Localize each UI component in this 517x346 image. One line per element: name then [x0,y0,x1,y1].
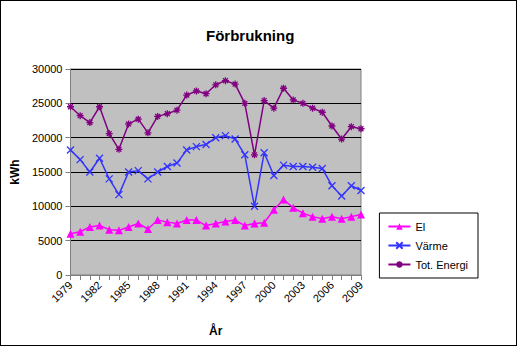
svg-text:El: El [415,221,425,233]
svg-text:25000: 25000 [32,97,63,109]
svg-text:15000: 15000 [32,166,63,178]
svg-text:2003: 2003 [281,279,307,305]
svg-text:kWh: kWh [8,159,22,184]
svg-text:År: År [209,323,223,338]
svg-text:2009: 2009 [339,279,365,305]
svg-text:30000: 30000 [32,63,63,75]
svg-text:Tot. Energi: Tot. Energi [415,259,468,271]
svg-text:2006: 2006 [310,279,336,305]
svg-text:Värme: Värme [415,240,447,252]
svg-text:2000: 2000 [252,279,278,305]
svg-text:1982: 1982 [78,279,104,305]
svg-text:1991: 1991 [165,279,191,305]
svg-text:1988: 1988 [136,279,162,305]
svg-text:Förbrukning: Förbrukning [206,27,294,44]
svg-text:1994: 1994 [194,279,220,305]
svg-text:0: 0 [56,269,62,281]
svg-text:1985: 1985 [107,279,133,305]
svg-text:10000: 10000 [32,200,63,212]
svg-text:5000: 5000 [38,235,62,247]
svg-text:1997: 1997 [223,279,249,305]
svg-text:1979: 1979 [49,279,75,305]
svg-text:20000: 20000 [32,132,63,144]
